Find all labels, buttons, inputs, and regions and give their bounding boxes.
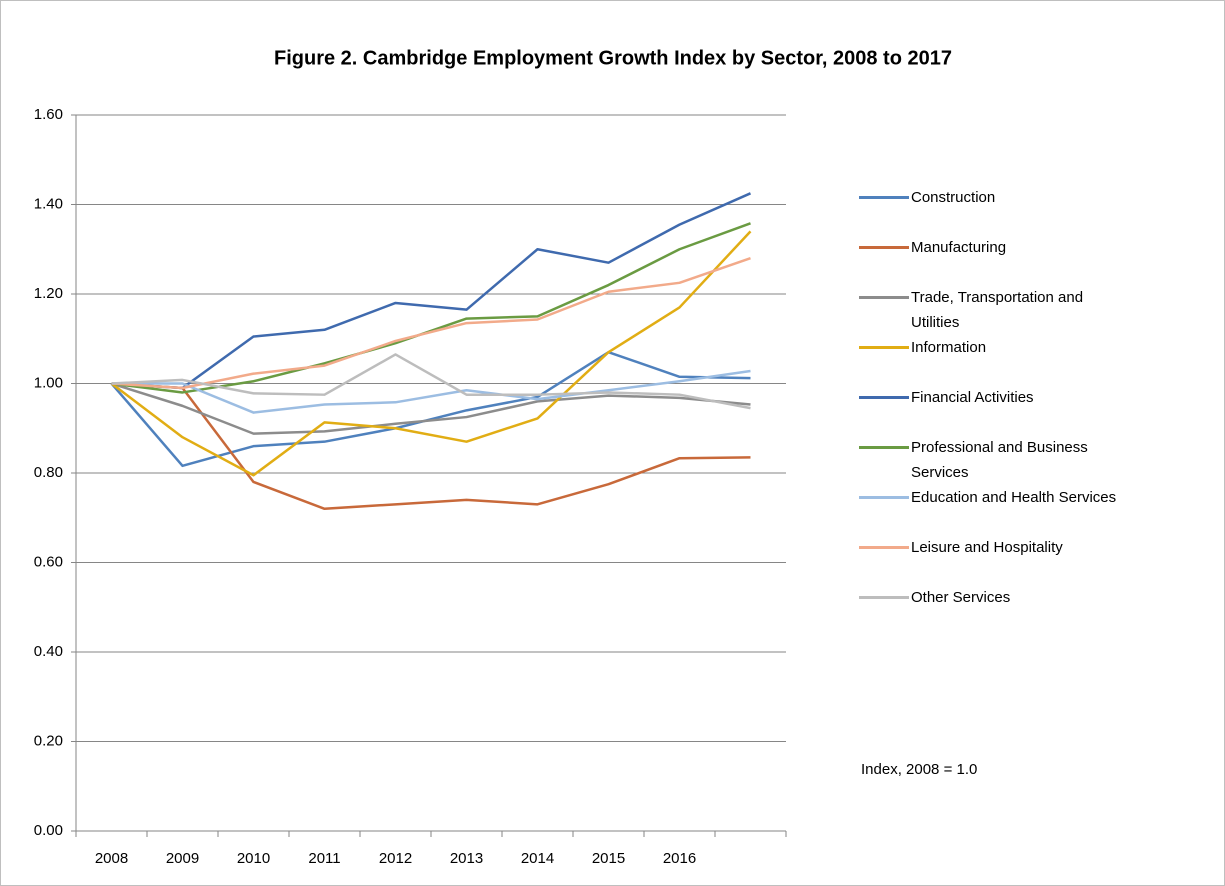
- x-tick-label: 2012: [379, 850, 412, 867]
- chart-title: Figure 2. Cambridge Employment Growth In…: [274, 47, 952, 69]
- legend-swatch: [859, 496, 909, 499]
- legend-label: Manufacturing: [911, 239, 1007, 256]
- y-tick-label: 1.20: [34, 285, 63, 302]
- series-line: [111, 192, 752, 390]
- legend-entry: Trade, Transportation and Utilities: [859, 285, 1126, 335]
- legend-label: Leisure and Hospitality: [911, 539, 1063, 556]
- legend-entry: Manufacturing: [859, 235, 1126, 260]
- legend-label: Information: [911, 339, 987, 356]
- x-tick-label: 2011: [308, 850, 340, 867]
- legend-entry: Education and Health Services: [859, 485, 1126, 510]
- x-tick-label: 2013: [450, 850, 483, 867]
- x-tick-label: 2014: [521, 850, 554, 867]
- series-line: [111, 382, 751, 435]
- y-tick-label: 0.60: [34, 553, 63, 570]
- legend-swatch: [859, 396, 909, 399]
- legend-label: Education and Health Services: [911, 489, 1117, 506]
- legend-swatch: [859, 196, 909, 199]
- y-tick-label: 1.60: [34, 106, 63, 123]
- x-tick-label: 2015: [592, 850, 625, 867]
- legend-entry: Leisure and Hospitality: [859, 535, 1126, 560]
- legend-label: Trade, Transportation and Utilities: [911, 289, 1084, 331]
- series-line: [110, 230, 752, 477]
- legend-swatch: [859, 346, 909, 349]
- legend-swatch: [859, 546, 909, 549]
- y-tick-label: 0.40: [34, 643, 63, 660]
- legend-swatch: [859, 246, 909, 249]
- legend-entry: Financial Activities: [859, 385, 1126, 410]
- y-tick-label: 0.80: [34, 464, 63, 481]
- legend-swatch: [859, 296, 909, 299]
- y-tick-label: 0.20: [34, 732, 63, 749]
- legend-label: Construction: [911, 189, 996, 206]
- legend-swatch: [859, 446, 909, 449]
- x-tick-label: 2009: [166, 850, 199, 867]
- series-line: [111, 382, 751, 511]
- series-line: [111, 353, 751, 410]
- legend-entry: Information: [859, 335, 1126, 360]
- legend-entry: Construction: [859, 185, 1126, 210]
- y-tick-label: 1.00: [34, 374, 63, 391]
- legend-swatch: [859, 596, 909, 599]
- annotation: Index, 2008 = 1.0: [861, 761, 977, 778]
- legend-entry: Other Services: [859, 585, 1126, 610]
- series-line: [111, 369, 751, 414]
- series-line: [111, 257, 751, 390]
- y-tick-label: 1.40: [34, 195, 63, 212]
- x-tick-label: 2008: [95, 850, 128, 867]
- legend-entry: Professional and Business Services: [859, 435, 1126, 485]
- legend-label: Financial Activities: [911, 389, 1034, 406]
- y-tick-label: 0.00: [34, 822, 63, 839]
- x-tick-label: 2016: [663, 850, 696, 867]
- legend-label: Other Services: [911, 589, 1011, 606]
- x-tick-label: 2010: [237, 850, 270, 867]
- legend-label: Professional and Business Services: [911, 439, 1088, 481]
